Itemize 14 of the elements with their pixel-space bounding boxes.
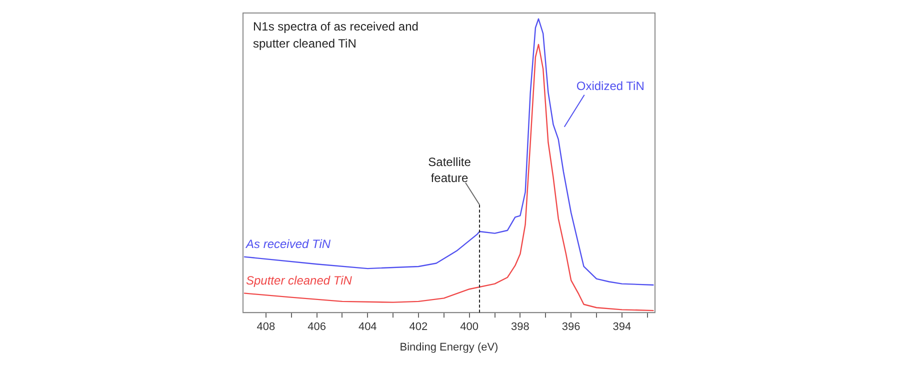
x-tick-label: 408 [256, 321, 276, 334]
x-tick-label: 394 [612, 321, 632, 334]
x-tick-label: 396 [562, 321, 580, 334]
x-axis-title: Binding Energy (eV) [400, 341, 498, 354]
x-tick-label: 404 [358, 321, 377, 334]
annotation: Oxidized TiN [576, 79, 644, 94]
x-tick-label: 402 [409, 321, 428, 334]
x-tick-label: 406 [308, 321, 326, 334]
series-label: Sputter cleaned TiN [246, 274, 352, 288]
ref-line-label: Satellite feature [428, 155, 472, 186]
series-label: As received TiN [245, 237, 331, 252]
x-tick-label: 400 [460, 321, 479, 334]
x-tick-label: 398 [511, 321, 530, 334]
text: N1s spectra of as received and sputter cleaned TiN [253, 19, 418, 50]
